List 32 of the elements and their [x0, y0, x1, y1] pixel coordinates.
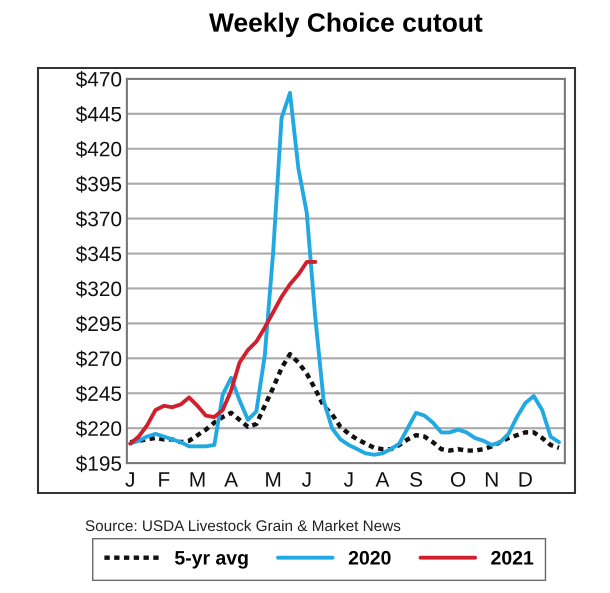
x-tick-label: F	[159, 472, 170, 487]
y-tick-label: $395	[76, 176, 122, 193]
chart-title: Weekly Choice cutout	[209, 12, 482, 38]
x-tick-label: J	[302, 472, 310, 487]
x-tick-label: M	[190, 472, 204, 487]
y-tick-label: $320	[76, 280, 122, 298]
y-tick-label: $420	[76, 140, 122, 158]
x-tick-label: J	[125, 472, 134, 487]
source-note: Source: USDA Livestock Grain & Market News	[86, 520, 400, 532]
line-series	[128, 260, 318, 446]
x-tick-label: S	[410, 472, 422, 487]
y-tick-label: $245	[76, 385, 122, 402]
legend-label: 2021	[491, 550, 534, 565]
y-tick-label: $345	[76, 246, 122, 263]
legend-label: 5-yr avg	[174, 551, 248, 569]
y-tick-label: $195	[76, 455, 122, 472]
legend-label: 2020	[348, 550, 391, 565]
x-tick-label: N	[486, 472, 498, 487]
x-tick-label: D	[520, 472, 532, 487]
line-series	[128, 352, 562, 453]
x-tick-label: O	[450, 472, 466, 487]
x-tick-label: A	[224, 472, 238, 487]
line-series	[128, 90, 561, 457]
y-tick-label: $370	[76, 210, 122, 228]
y-tick-label: $470	[76, 70, 122, 88]
y-tick-label: $270	[76, 350, 122, 368]
x-tick-label: J	[344, 472, 352, 487]
x-tick-label: M	[266, 472, 280, 487]
y-tick-label: $445	[76, 106, 122, 123]
y-tick-label: $295	[76, 316, 122, 332]
x-tick-label: A	[376, 472, 390, 487]
y-tick-label: $220	[76, 420, 122, 438]
